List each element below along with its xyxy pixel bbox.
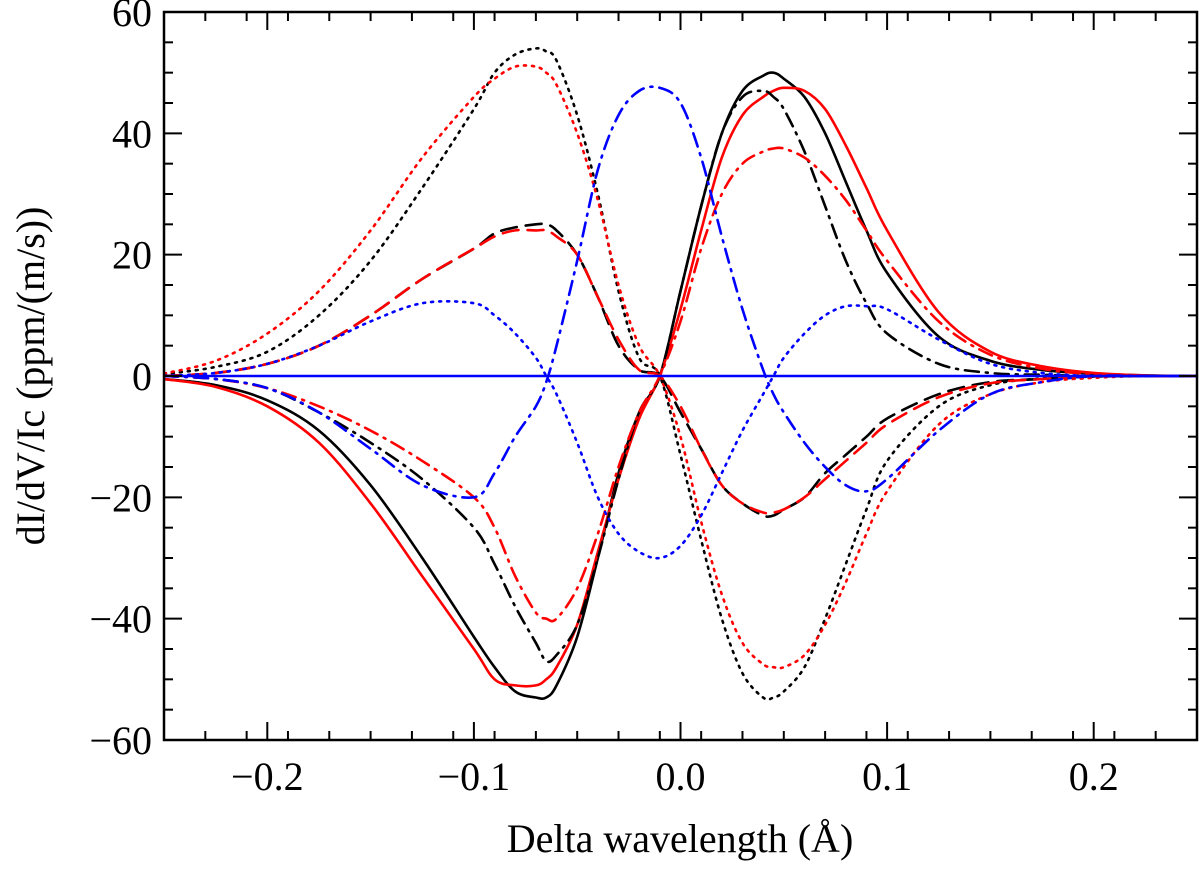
x-axis-title: Delta wavelength (Å) [507, 816, 854, 861]
series-layer [164, 47, 1197, 701]
y-axis-title: dI/dV/Ic (ppm/(m/s)) [8, 207, 53, 546]
y-tick-label: 40 [112, 111, 152, 156]
series-line-black-dotted [164, 47, 1197, 701]
series-line-red-dotted [164, 64, 1197, 670]
series-line-red-dash-dot [164, 146, 1197, 623]
series-line-black-dash-dot [164, 89, 1197, 664]
tick-layer [163, 11, 1198, 741]
plot-frame [162, 10, 1199, 742]
x-tick-label: 0.0 [656, 754, 706, 799]
y-tick-label: −60 [89, 718, 152, 763]
x-tick-label: 0.2 [1069, 754, 1119, 799]
x-tick-label: 0.1 [862, 754, 912, 799]
series-line-red-solid [164, 86, 1197, 688]
tick-label-layer: −0.2 −0.1 0.0 0.1 0.2 −60 −40 −20 0 20 40 60 [89, 0, 1118, 799]
series-line-red-dashed [164, 228, 1197, 515]
series-line-blue-dash-dot [164, 85, 1197, 500]
x-tick-label: −0.2 [231, 754, 304, 799]
y-tick-label: 0 [132, 354, 152, 399]
y-tick-label: −40 [89, 597, 152, 642]
y-tick-label: 60 [112, 0, 152, 35]
series-line-black-solid [164, 71, 1197, 700]
y-tick-label: −20 [89, 475, 152, 520]
x-tick-label: −0.1 [438, 754, 511, 799]
y-tick-label: 20 [112, 233, 152, 278]
